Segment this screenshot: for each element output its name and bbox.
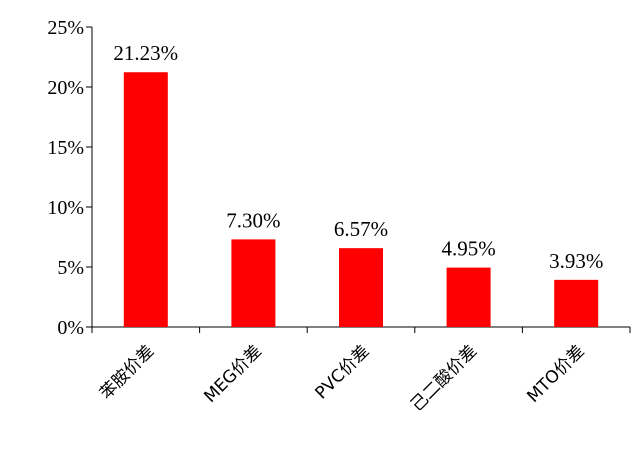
category-label: 己二酸价差: [407, 341, 481, 415]
bar: [123, 72, 168, 328]
y-tick-label: 5%: [57, 257, 84, 279]
category-labels: 苯胺价差 MEG价差 PVC价差 己二酸价差 MTO价差: [96, 341, 589, 415]
y-tick-label: 15%: [47, 137, 84, 159]
y-tick-label: 0%: [57, 317, 84, 339]
bar: [339, 248, 383, 327]
bar: [446, 267, 491, 327]
bar-value-label: 6.57%: [334, 217, 388, 241]
category-label: 苯胺价差: [96, 341, 158, 403]
bar: [554, 279, 599, 327]
y-tick-label: 10%: [47, 197, 84, 219]
y-tick-label: 25%: [47, 17, 84, 39]
bar-value-label: 21.23%: [113, 41, 178, 65]
bar-value-label: 3.93%: [549, 249, 603, 273]
y-tick-label: 20%: [47, 77, 84, 99]
bar: [231, 239, 276, 327]
category-label: PVC价差: [311, 341, 373, 403]
bars: [123, 72, 599, 328]
category-label: MEG价差: [200, 341, 265, 406]
bar-value-label: 4.95%: [441, 237, 495, 261]
x-axis: [91, 326, 631, 333]
category-label: MTO价差: [523, 341, 588, 406]
y-axis: 0% 5% 10% 15% 20% 25%: [47, 17, 93, 339]
bar-value-label: 7.30%: [226, 208, 280, 232]
data-labels: 21.23% 7.30% 6.57% 4.95% 3.93%: [113, 41, 603, 273]
